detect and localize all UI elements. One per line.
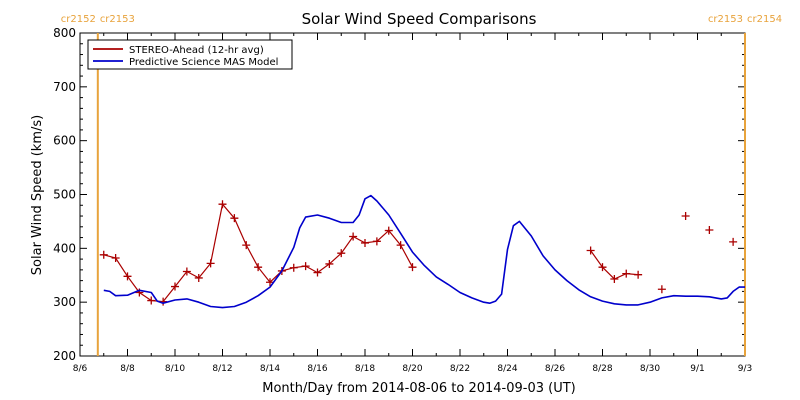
x-tick-label: 8/14 <box>260 364 280 374</box>
data-point-plus <box>289 263 298 272</box>
data-point-plus <box>408 263 417 272</box>
data-point-plus <box>230 214 239 223</box>
data-point-plus <box>218 200 227 209</box>
x-tick-label: 9/3 <box>738 364 752 374</box>
data-point-plus <box>111 254 120 263</box>
x-tick-label: 8/28 <box>592 364 612 374</box>
data-point-plus <box>194 273 203 282</box>
x-tick-label: 8/20 <box>402 364 422 374</box>
data-point-plus <box>325 259 334 268</box>
series-line-stereo-ahead <box>103 202 414 303</box>
y-tick-label: 300 <box>53 295 76 309</box>
x-axis-label: Month/Day from 2014-08-06 to 2014-09-03 … <box>262 381 575 396</box>
data-point-plus <box>99 250 108 259</box>
data-point-plus <box>147 296 156 305</box>
x-tick-label: 8/6 <box>73 364 88 374</box>
data-point-plus <box>361 238 369 247</box>
plot-frame <box>79 32 746 357</box>
y-tick-label: 600 <box>53 134 76 148</box>
chart-title: Solar Wind Speed Comparisons <box>302 10 537 28</box>
data-point-plus <box>349 232 358 241</box>
carrington-right-label: cr2154 <box>747 14 782 25</box>
data-point-plus <box>705 226 714 235</box>
data-point-plus <box>384 226 393 235</box>
series-line-mas-model <box>103 194 745 309</box>
data-point-plus <box>123 272 132 281</box>
legend-label: STEREO-Ahead (12-hr avg) <box>129 45 264 56</box>
x-tick-label: 8/16 <box>307 364 327 374</box>
data-point-plus <box>610 275 619 284</box>
data-point-plus <box>206 259 215 268</box>
data-point-plus <box>634 270 643 279</box>
legend-label: Predictive Science MAS Model <box>129 57 278 68</box>
y-tick-label: 200 <box>53 349 76 363</box>
plot-area: 200 300 400 500 600 700 800 8/6 8/8 8/10 8/12 8/14 8… <box>53 14 782 374</box>
carrington-left-label: cr2152 <box>61 14 96 25</box>
x-tick-label: 8/30 <box>640 364 660 374</box>
data-point-plus <box>337 249 346 258</box>
y-tick-label: 700 <box>53 80 76 94</box>
data-point-plus <box>586 246 595 255</box>
data-point-plus <box>396 241 405 250</box>
x-tick-label: 8/12 <box>212 364 232 374</box>
data-point-plus <box>622 269 631 278</box>
y-tick-label: 400 <box>53 241 76 255</box>
data-point-plus <box>171 282 179 291</box>
data-point-plus <box>681 212 690 221</box>
data-point-plus <box>372 237 381 246</box>
y-tick-label: 500 <box>53 188 76 202</box>
carrington-right-label: cr2153 <box>100 14 135 25</box>
x-tick-label: 8/22 <box>450 364 470 374</box>
x-tick-label: 8/10 <box>165 364 185 374</box>
data-point-plus <box>254 263 263 272</box>
x-tick-label: 8/26 <box>545 364 565 374</box>
x-tick-label: 8/24 <box>497 364 517 374</box>
series-line-stereo-ahead <box>590 250 639 280</box>
data-point-plus <box>657 285 666 294</box>
data-point-plus <box>598 263 607 272</box>
x-tick-label: 9/1 <box>690 364 704 374</box>
data-point-plus <box>313 268 322 277</box>
carrington-left-label: cr2153 <box>708 14 743 25</box>
x-tick-label: 8/18 <box>355 364 375 374</box>
y-tick-label: 800 <box>53 26 76 40</box>
data-point-plus <box>242 241 251 250</box>
legend-box <box>87 39 293 70</box>
x-tick-label: 8/8 <box>120 364 135 374</box>
y-axis-label: Solar Wind Speed (km/s) <box>30 115 45 275</box>
data-point-plus <box>301 262 310 271</box>
data-point-plus <box>729 237 738 246</box>
data-point-plus <box>182 267 191 276</box>
